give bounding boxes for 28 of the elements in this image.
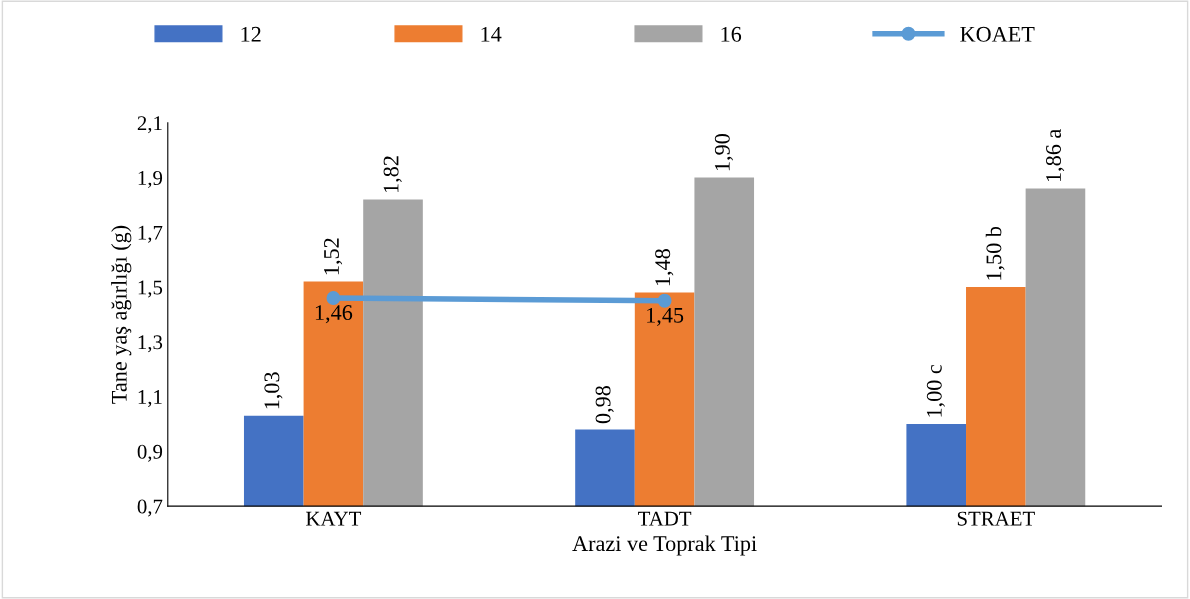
x-axis-title: Arazi ve Toprak Tipi (572, 535, 757, 556)
legend-label: 14 (481, 26, 502, 42)
data-label: 1,90 (714, 134, 733, 171)
data-label: 1,50 b (985, 226, 1005, 280)
y-tick-label: 1,9 (138, 170, 163, 188)
y-tick-label: 1,3 (138, 335, 163, 353)
data-label: 1,46 (315, 305, 353, 324)
y-tick-label: 0,7 (137, 499, 163, 517)
legend-label: KOAET (960, 26, 1035, 42)
y-axis-title: Tane yaş ağırlığı (g) (111, 225, 132, 404)
data-label: 0,98 (595, 385, 614, 424)
x-tick-label: STRAET (957, 511, 1035, 526)
data-label: 1,00 c (926, 364, 945, 417)
y-tick-label: 1,5 (138, 280, 163, 298)
y-tick-label: 2,1 (137, 116, 162, 134)
data-label: 1,86 a (1046, 129, 1065, 182)
legend-label: 16 (721, 26, 742, 42)
data-label: 1,52 (324, 238, 343, 275)
data-label: 1,03 (264, 372, 283, 409)
y-tick-label: 1,7 (138, 225, 163, 243)
y-tick-label: 0,9 (137, 444, 163, 462)
x-tick-label: TADT (638, 511, 692, 526)
data-label: 1,45 (647, 307, 684, 326)
y-tick-label: 1,1 (138, 390, 162, 408)
x-tick-label: KAYT (306, 511, 362, 526)
data-label: 1,48 (655, 249, 674, 286)
legend-label: 12 (241, 26, 261, 42)
data-label: 1,82 (383, 156, 402, 193)
